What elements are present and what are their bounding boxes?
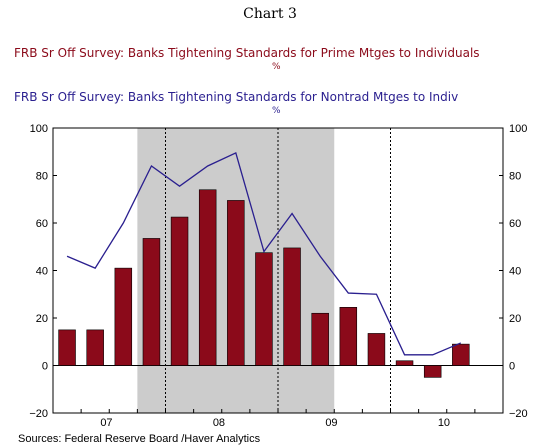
x-tick-label: 10 xyxy=(438,417,450,429)
y-tick-label-left: 20 xyxy=(36,313,48,325)
bar xyxy=(142,238,161,366)
bar xyxy=(452,343,470,366)
x-tick-label: 08 xyxy=(213,417,225,429)
bar xyxy=(367,333,386,366)
bar xyxy=(423,365,442,378)
bar xyxy=(339,307,358,366)
y-tick-label-left: 60 xyxy=(36,218,48,230)
source-note: Sources: Federal Reserve Board /Haver An… xyxy=(18,433,261,445)
y-tick-label-right: 80 xyxy=(509,171,521,183)
bar xyxy=(311,312,329,366)
bar xyxy=(58,329,76,366)
line-series xyxy=(66,152,462,356)
series2-title: FRB Sr Off Survey: Banks Tightening Stan… xyxy=(14,90,459,104)
series1-unit: % xyxy=(272,62,281,72)
series1-title: FRB Sr Off Survey: Banks Tightening Stan… xyxy=(14,46,480,60)
chart-heading: Chart 3 xyxy=(243,6,297,22)
y-tick-label-right: −20 xyxy=(509,408,528,420)
x-tick-label: 07 xyxy=(100,417,112,429)
y-tick-label-right: 0 xyxy=(509,361,515,373)
bar xyxy=(255,252,273,366)
y-tick-label-left: 40 xyxy=(36,266,48,278)
bar xyxy=(227,200,245,366)
bar xyxy=(283,247,301,366)
y-tick-label-right: 20 xyxy=(509,313,521,325)
y-tick-label-left: −20 xyxy=(29,408,48,420)
y-tick-label-right: 40 xyxy=(509,266,521,278)
y-tick-label-right: 100 xyxy=(509,123,527,135)
bar xyxy=(395,360,414,366)
series2-unit: % xyxy=(272,106,281,116)
y-tick-label-left: 80 xyxy=(36,171,48,183)
y-tick-label-left: 0 xyxy=(42,361,48,373)
bar xyxy=(86,329,104,366)
bar xyxy=(114,267,133,366)
y-tick-label-right: 60 xyxy=(509,218,521,230)
bar xyxy=(198,189,217,366)
bar xyxy=(170,216,189,366)
x-tick-label: 09 xyxy=(325,417,337,429)
y-tick-label-left: 100 xyxy=(30,123,48,135)
